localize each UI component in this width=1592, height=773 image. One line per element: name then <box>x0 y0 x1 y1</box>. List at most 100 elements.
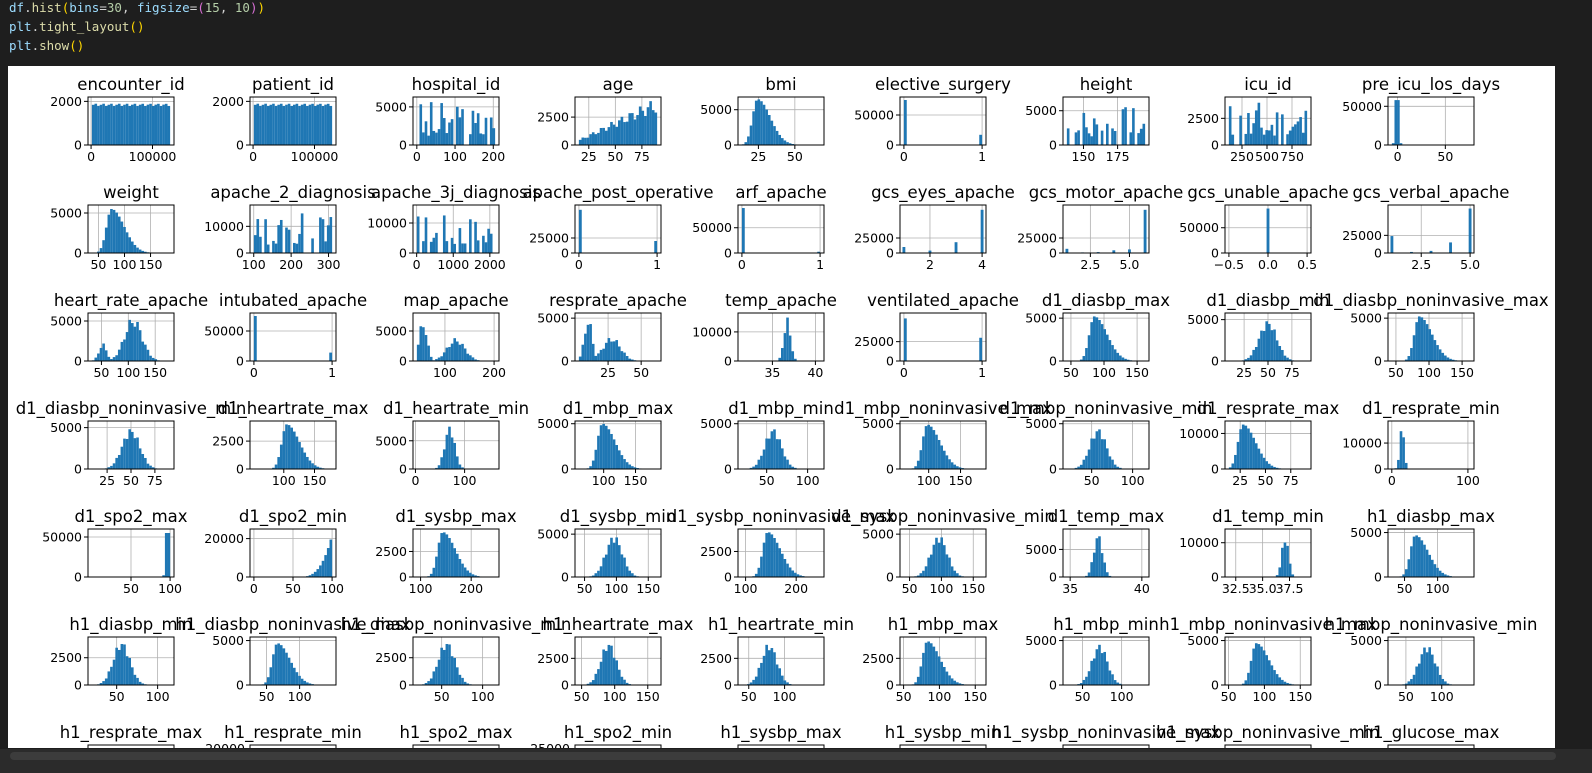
histogram-bar <box>463 567 467 577</box>
histogram-bar <box>107 214 111 253</box>
x-tick-label: 50 <box>574 689 590 704</box>
histogram-bar <box>463 348 467 361</box>
histogram-bar <box>432 130 436 145</box>
histogram-bar <box>602 348 605 361</box>
histogram-bar <box>1265 321 1268 361</box>
histogram-bar <box>128 237 131 253</box>
x-tick-label: 500 <box>1255 149 1279 164</box>
axes-frame <box>574 204 662 254</box>
histogram-bar <box>1252 349 1255 361</box>
histogram-bar <box>329 539 333 577</box>
histogram-bar <box>1268 660 1271 685</box>
histogram-bar <box>1288 683 1292 685</box>
histogram-bar <box>125 656 129 685</box>
histogram-bar <box>644 115 647 145</box>
histogram-bar <box>298 675 301 685</box>
histogram-bar <box>1085 455 1088 469</box>
axes-frame <box>737 636 825 686</box>
histogram-bar <box>1090 322 1093 361</box>
histogram-bar <box>1092 118 1096 145</box>
histogram-bar <box>628 358 632 361</box>
histogram-bar <box>450 437 454 469</box>
histogram-bar <box>107 356 111 361</box>
code-cell[interactable]: df.hist(bins=30, figsize=(15, 10)) plt.t… <box>0 0 1592 64</box>
histogram-bar <box>279 444 283 469</box>
histogram-bar <box>783 456 787 469</box>
subplot-h1_spo2_max: h1_spo2_max <box>399 723 513 748</box>
histogram-bar <box>326 548 330 577</box>
histogram-bar <box>1397 459 1400 469</box>
histogram-bar <box>1423 544 1426 577</box>
subplot-title: h1_sysbp_noninvasive_max <box>992 723 1221 743</box>
histogram-bar <box>123 104 126 145</box>
histogram-bar <box>791 466 795 469</box>
y-tick-label: 2500 <box>375 650 407 665</box>
y-tick-label: 0 <box>561 138 569 153</box>
histogram-bar <box>1417 663 1421 685</box>
histogram-bar <box>1100 130 1104 145</box>
horizontal-scrollbar[interactable] <box>10 752 1556 760</box>
histogram-bar <box>607 644 611 685</box>
y-tick-label: 0 <box>74 246 82 261</box>
histogram-bar <box>778 134 781 145</box>
y-tick-label: 5000 <box>375 99 407 114</box>
y-tick-label: 5000 <box>1350 525 1382 540</box>
x-tick-label: 100 <box>927 689 951 704</box>
x-tick-label: 100 <box>604 581 628 596</box>
histogram-bar <box>778 548 781 577</box>
x-tick-label: 0 <box>413 257 421 272</box>
vertical-scrollbar[interactable] <box>1556 66 1568 748</box>
histogram-bar <box>437 659 441 685</box>
x-tick-label: 100 <box>1092 365 1116 380</box>
histogram-bar <box>295 243 299 253</box>
histogram-bar <box>458 344 462 361</box>
x-tick-label: 300 <box>317 257 341 272</box>
histogram-bar <box>651 110 655 145</box>
histogram-bar <box>1244 133 1248 145</box>
histogram-bar <box>945 554 949 577</box>
histogram-bar <box>1087 133 1091 145</box>
x-tick-label: 200 <box>481 149 505 164</box>
x-tick-label: 100 <box>796 473 820 488</box>
axes-frame <box>1224 744 1312 748</box>
histogram-bar <box>1438 570 1442 577</box>
histogram-bar <box>427 681 430 685</box>
histogram-bar <box>102 343 105 361</box>
y-tick-label: 0 <box>236 246 244 261</box>
histogram-bar <box>1098 320 1101 361</box>
histogram-bar <box>110 103 113 145</box>
x-tick-label: 0 <box>738 257 746 272</box>
histogram-bar <box>1288 563 1292 577</box>
subplot-title: h1_resprate_max <box>60 723 203 743</box>
histogram-bar <box>264 103 267 145</box>
histogram-bar <box>115 104 118 145</box>
histogram-bar <box>794 572 797 577</box>
histogram-bar <box>1074 132 1078 145</box>
histogram-bar <box>631 359 634 361</box>
histogram-bar <box>120 446 124 469</box>
axes-frame <box>412 312 500 362</box>
histogram-bar <box>274 644 278 685</box>
histogram-bar <box>770 648 774 685</box>
histogram-bar <box>1137 133 1140 145</box>
y-tick-label: 2500 <box>212 434 244 449</box>
histogram-bar <box>279 103 283 145</box>
code-token: , <box>121 0 137 15</box>
histogram-bar <box>313 465 317 469</box>
histogram-bar <box>311 573 314 577</box>
histogram-bar <box>133 674 137 685</box>
histogram-bar <box>442 352 446 361</box>
histogram-bar <box>1449 358 1452 361</box>
histogram-bar <box>290 662 293 685</box>
histogram-bar <box>167 533 171 577</box>
histogram-bar <box>123 644 126 685</box>
histogram-bar <box>940 661 943 685</box>
histogram-bar <box>311 463 314 469</box>
histogram-bar <box>1431 654 1434 685</box>
code-token: show <box>39 38 70 53</box>
histogram-bar <box>1415 666 1418 685</box>
x-tick-label: 35 <box>764 365 780 380</box>
histogram-bar <box>461 563 464 577</box>
y-tick-label: 25000 <box>1342 228 1382 243</box>
histogram-bar <box>623 352 626 361</box>
